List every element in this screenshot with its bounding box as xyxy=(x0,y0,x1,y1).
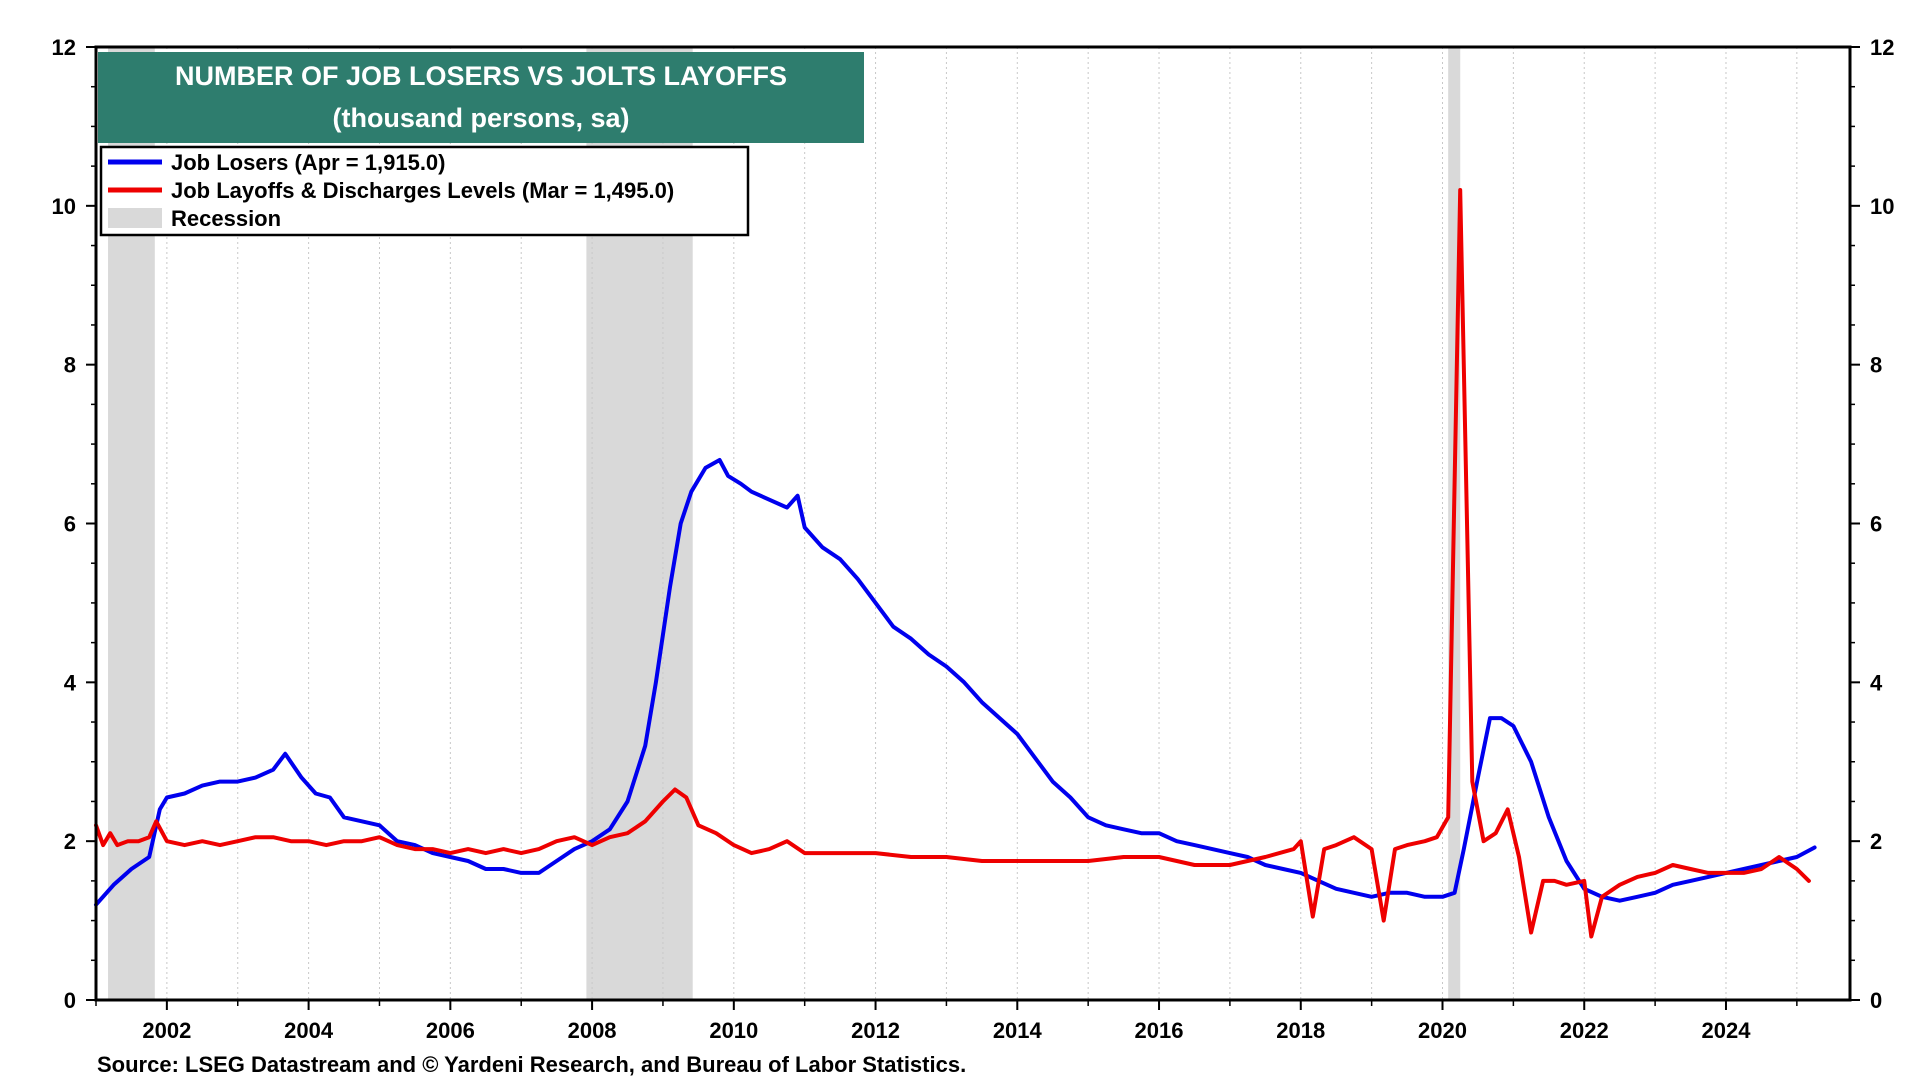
legend-label-job-losers: Job Losers (Apr = 1,915.0) xyxy=(171,150,446,175)
y-tick-label-left-10: 10 xyxy=(52,194,76,219)
source-note: Source: LSEG Datastream and © Yardeni Re… xyxy=(97,1052,966,1077)
y-tick-label-left-8: 8 xyxy=(64,353,76,378)
y-tick-label-left-6: 6 xyxy=(64,512,76,537)
legend-swatch-recession xyxy=(108,208,162,228)
y-tick-label-left-2: 2 xyxy=(64,829,76,854)
x-tick-label-2002: 2002 xyxy=(142,1018,191,1043)
y-tick-label-left-0: 0 xyxy=(64,988,76,1013)
title-box: NUMBER OF JOB LOSERS VS JOLTS LAYOFFS (t… xyxy=(98,52,864,143)
series-layer xyxy=(94,188,1817,939)
x-tick-label-2010: 2010 xyxy=(709,1018,758,1043)
x-tick-label-2006: 2006 xyxy=(426,1018,475,1043)
x-tick-label-2024: 2024 xyxy=(1702,1018,1752,1043)
series-line-job-layoffs-discharges-levels xyxy=(94,188,1811,939)
x-tick-label-2004: 2004 xyxy=(284,1018,334,1043)
y-tick-label-right-8: 8 xyxy=(1870,353,1882,378)
chart-subtitle: (thousand persons, sa) xyxy=(332,103,629,133)
chart-title: NUMBER OF JOB LOSERS VS JOLTS LAYOFFS xyxy=(175,61,787,91)
x-tick-label-2018: 2018 xyxy=(1276,1018,1325,1043)
y-tick-label-right-2: 2 xyxy=(1870,829,1882,854)
y-tick-label-left-4: 4 xyxy=(64,670,77,695)
legend-label-recession: Recession xyxy=(171,206,281,231)
y-tick-label-right-0: 0 xyxy=(1870,988,1882,1013)
legend-frame xyxy=(99,145,750,237)
y-tick-label-right-12: 12 xyxy=(1870,35,1894,60)
axis-layer: 0 0 2 2 4 4 6 6 8 8 10 10 12 12 2002 2004 2006 2008 2010 20… xyxy=(52,35,1895,1043)
x-tick-label-2022: 2022 xyxy=(1560,1018,1609,1043)
x-tick-label-2012: 2012 xyxy=(851,1018,900,1043)
y-tick-label-right-10: 10 xyxy=(1870,194,1894,219)
title-background xyxy=(98,52,864,143)
series-line-job-losers xyxy=(94,458,1817,907)
y-tick-label-right-4: 4 xyxy=(1870,670,1883,695)
x-tick-label-2016: 2016 xyxy=(1135,1018,1184,1043)
x-tick-label-2014: 2014 xyxy=(993,1018,1043,1043)
y-tick-label-right-6: 6 xyxy=(1870,512,1882,537)
legend: Job Losers (Apr = 1,915.0) Job Layoffs &… xyxy=(99,145,750,237)
legend-label-layoffs: Job Layoffs & Discharges Levels (Mar = 1… xyxy=(171,178,674,203)
y-tick-label-left-12: 12 xyxy=(52,35,76,60)
x-tick-label-2020: 2020 xyxy=(1418,1018,1467,1043)
x-tick-label-2008: 2008 xyxy=(568,1018,617,1043)
